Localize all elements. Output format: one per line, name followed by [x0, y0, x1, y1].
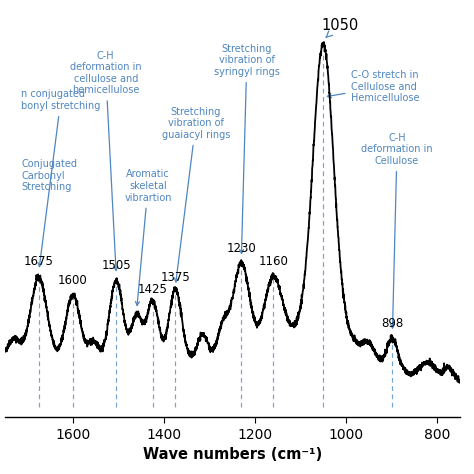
Text: C-H
deformation in
cellulose and
hemicellulose: C-H deformation in cellulose and hemicel…: [70, 51, 142, 270]
Text: 1375: 1375: [161, 271, 190, 283]
Text: Stretching
vibration of
guaiacyl rings: Stretching vibration of guaiacyl rings: [162, 107, 230, 282]
Text: 1230: 1230: [227, 242, 256, 255]
Text: n conjugated
bonyl stretching: n conjugated bonyl stretching: [21, 90, 100, 266]
Text: Stretching
vibration of
syringyl rings: Stretching vibration of syringyl rings: [214, 44, 280, 254]
Text: 898: 898: [381, 317, 403, 330]
Text: 1425: 1425: [137, 283, 168, 295]
X-axis label: Wave numbers (cm⁻¹): Wave numbers (cm⁻¹): [143, 447, 322, 462]
Text: 1160: 1160: [258, 255, 288, 267]
Text: 1675: 1675: [24, 255, 54, 268]
Text: 1050: 1050: [321, 18, 358, 37]
Text: C-H
deformation in
Cellulose: C-H deformation in Cellulose: [361, 133, 433, 328]
Text: C-O stretch in
Cellulose and
Hemicellulose: C-O stretch in Cellulose and Hemicellulo…: [328, 70, 419, 103]
Text: Aromatic
skeletal
vibrartion: Aromatic skeletal vibrartion: [124, 169, 172, 305]
Text: Conjugated
Carbonyl
Stretching: Conjugated Carbonyl Stretching: [21, 159, 77, 192]
Text: 1600: 1600: [58, 274, 88, 287]
Text: 1505: 1505: [101, 259, 131, 272]
